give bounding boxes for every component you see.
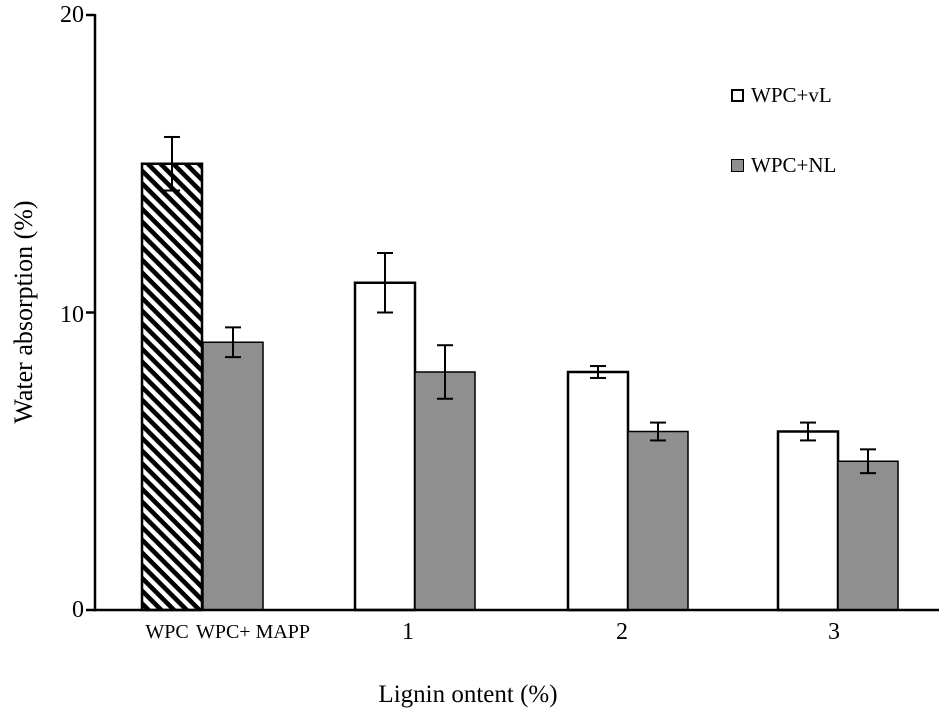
x-tick-label-wpc: WPC: [145, 621, 189, 643]
bar-WPC+vL: [566, 370, 630, 612]
bar-WPC+vL: [776, 430, 840, 612]
legend-label-wpc-vl: WPC+vL: [751, 83, 832, 107]
bar-WPC+ MAPP: [202, 341, 264, 611]
x-tick-label-3: 3: [828, 619, 840, 645]
x-tick-label-1: 1: [402, 619, 414, 645]
legend-swatch-open-square-icon: [731, 88, 744, 102]
bar-WPC+vL: [353, 281, 417, 612]
x-axis-title: Lignin ontent (%): [378, 681, 558, 708]
legend-item-wpc-nl: WPC+NL: [731, 154, 836, 176]
bar-WPC+NL: [627, 430, 689, 611]
legend-swatch-gray-square-icon: [731, 158, 744, 172]
bar-WPC+NL: [837, 460, 899, 611]
bar-WPC+NL: [414, 371, 476, 611]
legend-label-wpc-nl: WPC+NL: [751, 153, 837, 177]
y-tick-label-10: 10: [60, 302, 84, 328]
x-tick-label-2: 2: [616, 619, 628, 645]
legend-item-wpc-vl: WPC+vL: [731, 84, 832, 106]
y-tick-label-20: 20: [60, 2, 84, 28]
x-tick-label-wpc-mapp: WPC+ MAPP: [195, 621, 311, 643]
bar-WPC: [140, 162, 204, 612]
y-tick-label-0: 0: [72, 597, 84, 623]
